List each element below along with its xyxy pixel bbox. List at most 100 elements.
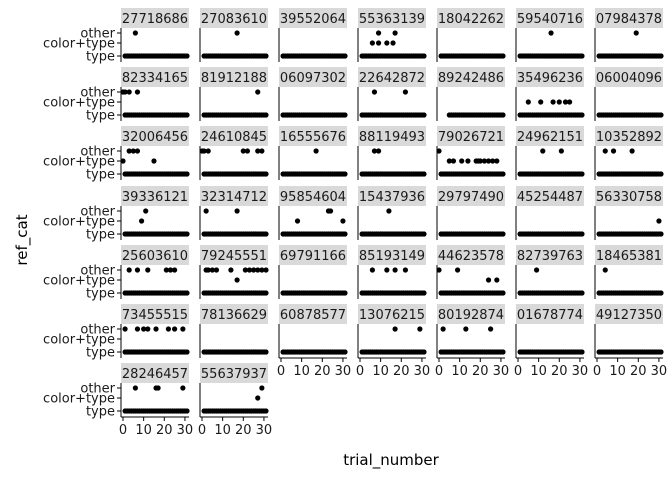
data-point-other	[132, 30, 138, 36]
facet-strip-label: 39336121	[122, 190, 188, 205]
facet-strip-label: 81912188	[201, 71, 267, 86]
data-point-type	[579, 349, 585, 355]
x-tick-label: 30	[335, 364, 352, 379]
facet-strip-label: 95854604	[280, 190, 346, 205]
data-point-type	[184, 112, 190, 118]
facet-panel: 59540716	[515, 8, 585, 62]
facet-strip	[121, 8, 189, 28]
facet-panel: 27083610	[199, 8, 269, 62]
facet-strip-label: 18465381	[596, 249, 662, 264]
data-point-color-type	[494, 277, 500, 283]
facet-panel: 29797490	[436, 186, 506, 240]
data-point-other	[533, 267, 540, 273]
facet-strip	[437, 67, 505, 87]
facet-panel: 15437936	[357, 186, 427, 240]
facet-panel: 56330758	[594, 186, 664, 240]
data-point-color-type	[446, 158, 452, 164]
facet-panel: 24962151	[515, 126, 585, 180]
data-point-color-type	[369, 40, 375, 46]
facet-panel: 01678774 0 10 20 30	[514, 304, 588, 379]
facet-strip-label: 24962151	[517, 130, 583, 145]
facet-strip-label: 25603610	[122, 249, 188, 264]
facet-panel: 22642872	[357, 67, 427, 121]
data-point-color-type	[490, 158, 496, 164]
facet-strip-label: 06004096	[596, 71, 662, 86]
facet-panel: 32314712	[199, 186, 269, 240]
facet-strip-label: 32314712	[201, 190, 267, 205]
data-point-color-type	[538, 99, 544, 105]
data-point-other	[167, 267, 174, 273]
y-tick-label: other	[80, 205, 115, 220]
data-point-other	[384, 267, 390, 273]
facet-strip	[358, 245, 426, 265]
facet-strip-label: 88119493	[359, 130, 425, 145]
data-point-other	[629, 148, 635, 154]
data-point-color-type	[481, 158, 488, 164]
x-tick-label: 10	[530, 364, 547, 379]
data-point-other	[203, 208, 209, 214]
data-point-color-type	[477, 158, 483, 164]
x-tick-label: 20	[630, 364, 647, 379]
facet-strip-label: 79245551	[201, 249, 267, 264]
facet-strip	[200, 363, 268, 383]
data-point-type	[500, 349, 506, 355]
facet-strip	[516, 304, 584, 324]
x-tick-label: 30	[414, 364, 431, 379]
data-point-type	[421, 171, 427, 177]
data-point-other	[126, 148, 132, 154]
data-point-other	[402, 267, 409, 273]
data-point-other	[201, 148, 207, 154]
x-axis-title: trial_number	[343, 451, 439, 470]
facet-strip-label: 35496236	[517, 71, 583, 86]
facet-strip	[121, 126, 189, 146]
y-tick-label: type	[86, 405, 115, 420]
y-tick-label: color+type	[43, 96, 115, 111]
data-point-type	[184, 171, 190, 177]
x-tick-label: 10	[214, 423, 231, 438]
facet-strip	[279, 8, 347, 28]
data-point-other	[488, 326, 494, 332]
facet-strip	[200, 186, 268, 206]
facet-strip	[200, 245, 268, 265]
x-tick-label: 0	[198, 423, 206, 438]
x-tick-label: 20	[156, 423, 173, 438]
x-tick-label: 0	[277, 364, 285, 379]
data-point-type	[342, 290, 348, 296]
data-point-other	[165, 326, 172, 332]
facet-strip-label: 69791166	[280, 249, 346, 264]
facet-panel: 13076215 0 10 20 30	[356, 304, 430, 379]
facet-strip	[279, 67, 347, 87]
data-point-other	[454, 267, 461, 273]
facet-strip-label: 82334165	[122, 71, 188, 86]
data-point-other	[259, 385, 265, 391]
facet-panel: 89242486	[436, 67, 506, 121]
y-tick-label: type	[86, 168, 115, 183]
data-point-color-type	[138, 218, 145, 224]
y-tick-label: type	[86, 228, 115, 243]
data-point-color-type	[465, 158, 471, 164]
facet-strip	[279, 186, 347, 206]
data-point-other	[313, 148, 319, 154]
facet-strip	[595, 304, 663, 324]
facet-panel: 10352892	[594, 126, 664, 180]
facet-strip-label: 82739763	[517, 249, 583, 264]
facet-strip-label: 27083610	[201, 12, 267, 27]
data-point-type	[421, 112, 427, 118]
data-point-color-type	[485, 277, 492, 283]
facet-strip-label: 29797490	[438, 190, 504, 205]
facet-panel: 69791166	[278, 245, 348, 299]
data-point-type	[500, 53, 506, 59]
data-point-other	[633, 30, 639, 36]
data-point-other	[180, 385, 186, 391]
data-point-color-type	[450, 158, 457, 164]
x-tick-label: 0	[119, 423, 127, 438]
data-point-type	[263, 290, 269, 296]
facet-strip	[595, 245, 663, 265]
facet-strip	[358, 67, 426, 87]
facet-strip-label: 73455515	[122, 308, 188, 323]
facet-strip	[200, 67, 268, 87]
data-point-type	[184, 231, 190, 237]
